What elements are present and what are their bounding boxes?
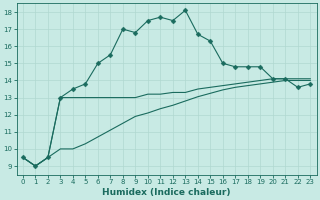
X-axis label: Humidex (Indice chaleur): Humidex (Indice chaleur) [102, 188, 231, 197]
